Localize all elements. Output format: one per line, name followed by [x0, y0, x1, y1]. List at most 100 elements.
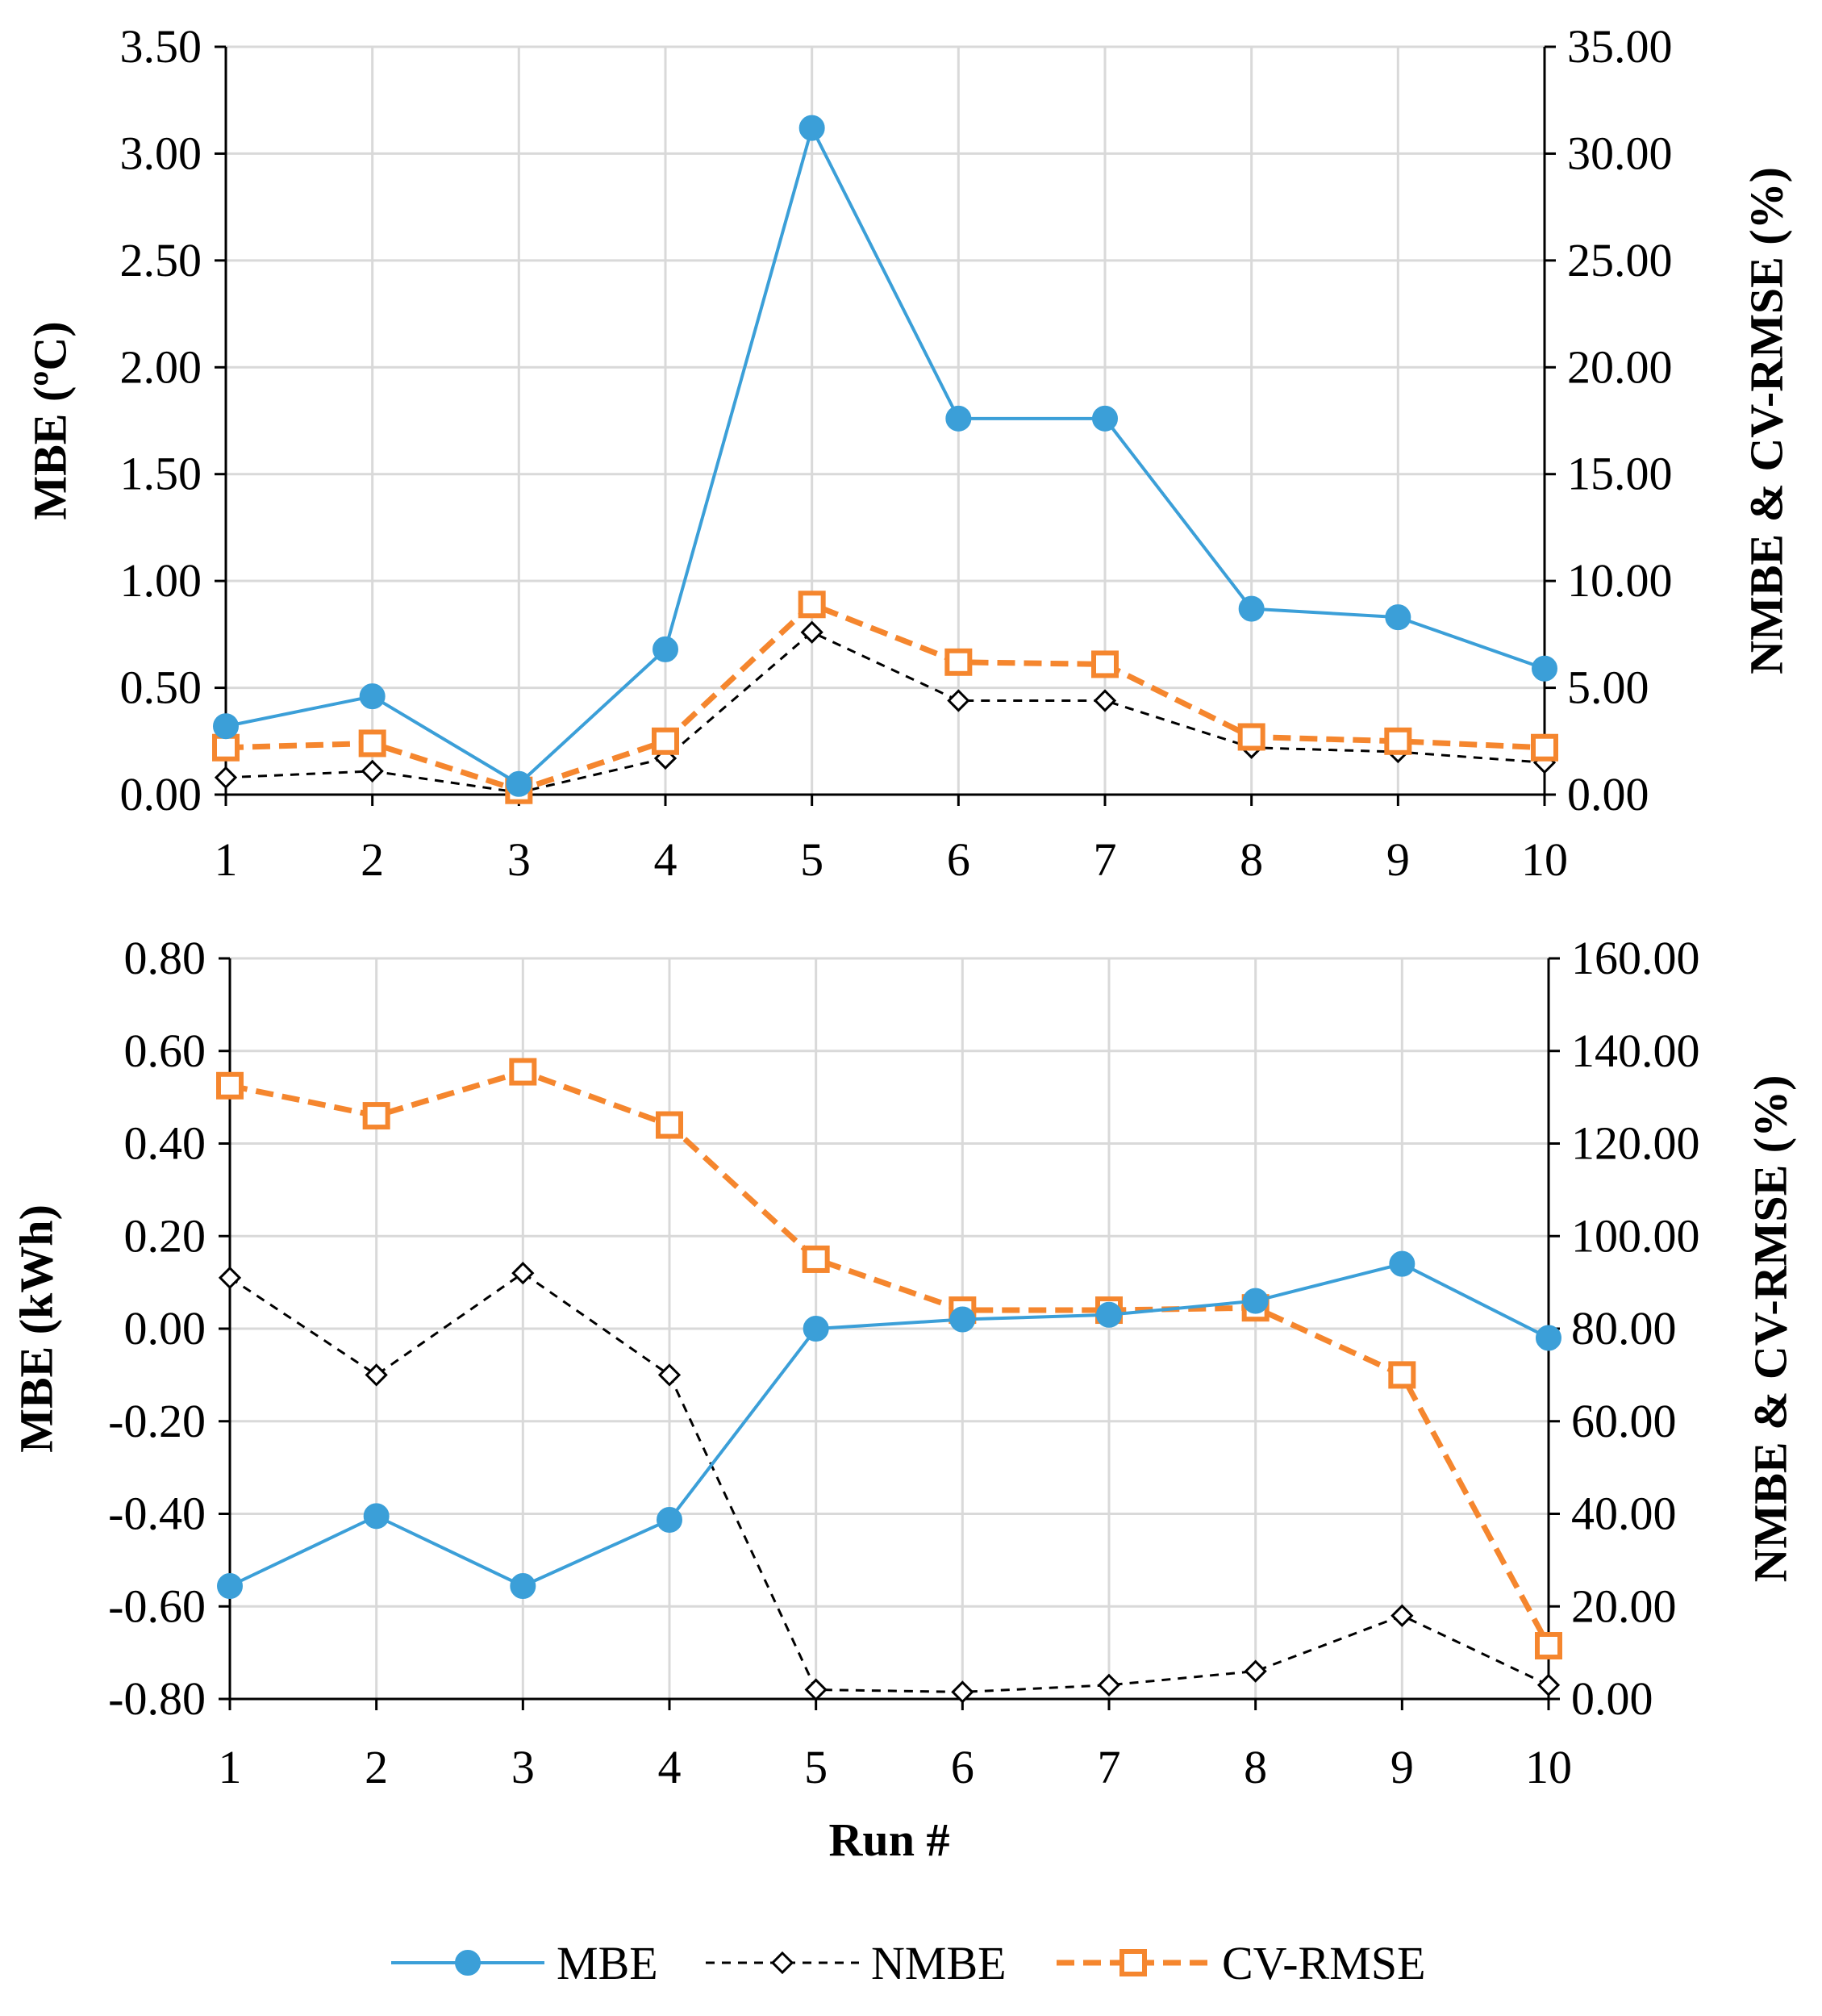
data-point-mbe — [949, 1306, 976, 1333]
x-tick-label: 3 — [511, 1741, 535, 1793]
data-point-mbe — [1092, 405, 1118, 432]
legend-item-nmbe: NMBE — [706, 1937, 1007, 1989]
data-point-cv-rmse — [656, 1111, 683, 1139]
legend-swatch-marker — [455, 1950, 481, 1976]
legend: MBE NMBE CV-RMSE — [391, 1937, 1426, 1989]
y2-tick-label: 10.00 — [1567, 554, 1673, 607]
y-tick-label: 0.50 — [120, 662, 202, 714]
legend-label: NMBE — [871, 1937, 1007, 1989]
chart-panel-top: 0.00 0.50 1.00 1.50 2.00 2.50 3.00 3.50 0.00 5.00… — [24, 20, 1793, 886]
legend-swatch-marker — [770, 1951, 794, 1975]
y-tick-label: 0.80 — [124, 932, 206, 984]
y-tick-label: 0.60 — [124, 1025, 206, 1077]
data-point-mbe — [506, 770, 532, 797]
y2-tick-label: 30.00 — [1567, 127, 1673, 179]
data-point-mbe — [1536, 1325, 1561, 1351]
y-tick-label: 1.00 — [120, 554, 202, 607]
y2-tick-label: 0.00 — [1567, 768, 1649, 820]
grid — [228, 957, 1550, 1701]
x-tick-label: 6 — [947, 833, 970, 886]
series-line-nmbe — [229, 1271, 1549, 1693]
data-point-mbe — [798, 115, 825, 141]
data-point-nmbe — [511, 1262, 535, 1285]
y-tick-label: 2.00 — [120, 340, 202, 393]
x-tick-label: 4 — [658, 1741, 682, 1793]
x-axis-title: Run # — [829, 1814, 950, 1866]
data-point-mbe — [1096, 1301, 1122, 1328]
y2-tick-label: 140.00 — [1571, 1025, 1700, 1077]
y2-tick-label: 5.00 — [1567, 662, 1649, 714]
legend-label: MBE — [557, 1937, 658, 1989]
data-point-mbe — [653, 636, 678, 662]
y2-tick-label: 60.00 — [1571, 1395, 1677, 1447]
legend-swatch-marker — [1119, 1949, 1147, 1976]
y-tick-label: 3.50 — [120, 20, 202, 73]
data-point-cv-rmse — [1237, 723, 1265, 751]
y2-tick-label: 25.00 — [1567, 234, 1673, 286]
y2-tick-label: 35.00 — [1567, 20, 1673, 73]
data-point-nmbe — [1244, 1659, 1267, 1683]
data-point-mbe — [1385, 604, 1411, 631]
data-point-mbe — [217, 1573, 243, 1600]
x-tick-label: 7 — [1098, 1741, 1121, 1793]
data-point-mbe — [1238, 595, 1265, 622]
x-tick-label: 7 — [1094, 833, 1117, 886]
y-tick-label: -0.40 — [108, 1488, 206, 1540]
y-tick-label: -0.80 — [108, 1672, 206, 1725]
data-point-cv-rmse — [216, 1071, 244, 1100]
chart-panel-bottom: -0.80 -0.60 -0.40 -0.20 0.00 0.20 0.40 0.60 0.80… — [10, 932, 1797, 1866]
y2-axis-title: NMBE & CV-RMSE (%) — [1745, 1075, 1797, 1583]
data-point-cv-rmse — [652, 727, 679, 755]
data-point-cv-rmse — [802, 1245, 830, 1273]
data-point-cv-rmse — [944, 648, 973, 676]
y2-tick-label: 15.00 — [1567, 448, 1673, 500]
data-point-cv-rmse — [358, 729, 386, 758]
y-tick-label: 0.00 — [124, 1302, 206, 1354]
data-point-cv-rmse — [1531, 733, 1558, 762]
data-point-cv-rmse — [1535, 1632, 1562, 1660]
data-point-nmbe — [365, 1363, 388, 1387]
y-tick-label: 1.50 — [120, 448, 202, 500]
data-point-cv-rmse — [1388, 1361, 1416, 1389]
series-line-mbe — [225, 126, 1545, 786]
y2-tick-label: 100.00 — [1571, 1209, 1700, 1262]
y2-tick-label: 20.00 — [1571, 1580, 1677, 1632]
data-point-nmbe — [1097, 1673, 1121, 1697]
series-cv-rmse — [216, 1058, 1562, 1660]
data-point-cv-rmse — [798, 591, 826, 619]
data-point-nmbe — [804, 1678, 828, 1701]
x-tick-label: 10 — [1521, 833, 1568, 886]
y2-tick-label: 40.00 — [1571, 1488, 1677, 1540]
series-line-cv-rmse — [229, 1069, 1552, 1647]
data-point-mbe — [1242, 1288, 1269, 1314]
x-tick-label: 6 — [951, 1741, 974, 1793]
series-nmbe — [218, 1262, 1561, 1704]
data-point-mbe — [213, 713, 239, 740]
x-tick-label: 8 — [1244, 1741, 1267, 1793]
data-point-nmbe — [1390, 1604, 1414, 1627]
data-point-mbe — [363, 1503, 390, 1530]
x-tick-label: 5 — [800, 833, 823, 886]
y2-tick-label: 20.00 — [1567, 340, 1673, 393]
data-point-mbe — [359, 683, 386, 710]
legend-item-mbe: MBE — [391, 1937, 658, 1989]
data-point-cv-rmse — [212, 733, 240, 762]
series-line-mbe — [229, 1262, 1549, 1588]
data-point-mbe — [1389, 1250, 1415, 1277]
x-tick-label: 4 — [654, 833, 678, 886]
x-tick-label: 5 — [804, 1741, 828, 1793]
data-point-mbe — [803, 1316, 829, 1342]
x-tick-label: 1 — [215, 833, 238, 886]
data-point-cv-rmse — [362, 1102, 390, 1130]
y-tick-label: 3.00 — [120, 127, 202, 179]
data-point-mbe — [657, 1506, 682, 1533]
series-line-nmbe — [225, 631, 1545, 794]
y-tick-label: 0.40 — [124, 1117, 206, 1170]
y-tick-label: 2.50 — [120, 234, 202, 286]
y2-tick-label: 120.00 — [1571, 1117, 1700, 1170]
legend-item-cv-rmse: CV-RMSE — [1057, 1937, 1426, 1989]
legend-label: CV-RMSE — [1222, 1937, 1426, 1989]
y2-axis-title: NMBE & CV-RMSE (%) — [1741, 167, 1793, 674]
y-axis-title: MBE (ºC) — [24, 321, 77, 520]
